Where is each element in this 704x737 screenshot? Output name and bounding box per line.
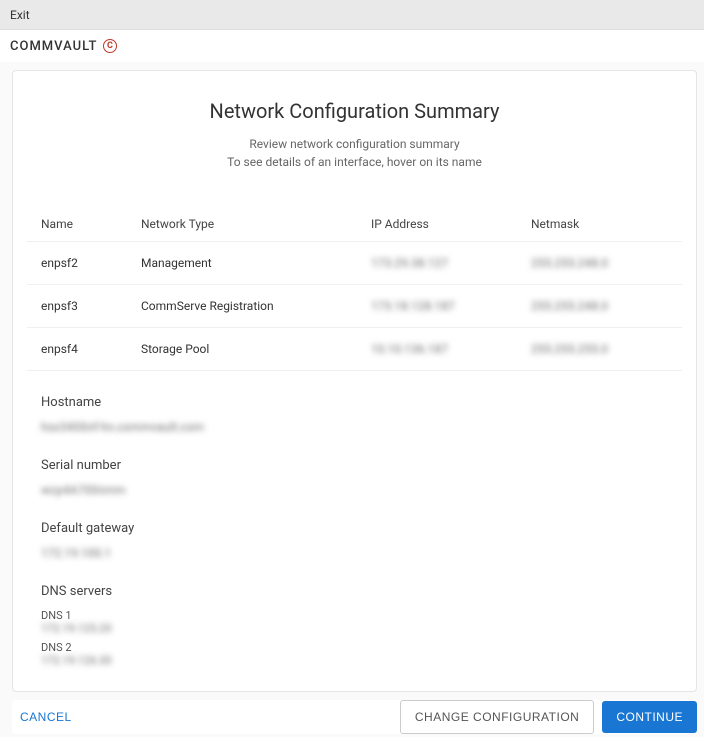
cell-netmask: 255.255.255.0: [531, 342, 680, 356]
page-title: Network Configuration Summary: [27, 99, 682, 123]
col-ip: IP Address: [371, 217, 531, 231]
gateway-value: 172.19.100.1: [27, 546, 682, 560]
footer-right: Change Configuration Continue: [400, 700, 697, 734]
table-row[interactable]: enpsf3 CommServe Registration 173.18.128…: [27, 284, 682, 327]
cancel-button[interactable]: Cancel: [12, 701, 86, 733]
brand-name: COMMVAULT: [10, 39, 97, 54]
col-name: Name: [41, 217, 141, 231]
gateway-label: Default gateway: [27, 521, 682, 536]
serial-value: wcp4A700nmm: [27, 483, 682, 497]
window-topbar: Exit: [0, 0, 704, 30]
cell-type: Management: [141, 256, 371, 270]
cell-ip: 173.29.38.127: [371, 256, 531, 270]
table-header: Name Network Type IP Address Netmask: [27, 203, 682, 241]
dns-label: DNS servers: [27, 584, 682, 599]
brand-bar: COMMVAULT C: [0, 30, 704, 62]
cell-name: enpsf2: [41, 256, 141, 270]
serial-label: Serial number: [27, 458, 682, 473]
change-config-button[interactable]: Change Configuration: [400, 700, 594, 734]
summary-card: Network Configuration Summary Review net…: [12, 70, 697, 692]
brand-icon: C: [103, 39, 117, 53]
table-row[interactable]: enpsf2 Management 173.29.38.127 255.255.…: [27, 241, 682, 284]
subtitle-line1: Review network configuration summary: [249, 137, 459, 151]
exit-link[interactable]: Exit: [4, 4, 36, 26]
subtitle-line2: To see details of an interface, hover on…: [227, 155, 482, 169]
cell-type: Storage Pool: [141, 342, 371, 356]
hostname-label: Hostname: [27, 395, 682, 410]
cell-name: enpsf3: [41, 299, 141, 313]
cell-ip: 10.10.136.187: [371, 342, 531, 356]
dns1-label: DNS 1: [27, 609, 682, 622]
network-table: Name Network Type IP Address Netmask enp…: [27, 203, 682, 371]
dns2-label: DNS 2: [27, 641, 682, 654]
col-netmask: Netmask: [531, 217, 680, 231]
page-subtitle: Review network configuration summary To …: [27, 135, 682, 171]
table-row[interactable]: enpsf4 Storage Pool 10.10.136.187 255.25…: [27, 327, 682, 371]
footer-bar: Cancel Change Configuration Continue: [12, 700, 697, 734]
hostname-value: hsx3400nf-hn.commvault.com: [27, 420, 682, 434]
brand-logo: COMMVAULT C: [10, 39, 117, 54]
cell-netmask: 255.255.248.0: [531, 299, 680, 313]
dns1-value: 172.19.125.20: [27, 622, 682, 635]
cell-type: CommServe Registration: [141, 299, 371, 313]
col-type: Network Type: [141, 217, 371, 231]
dns2-value: 172.19.126.30: [27, 654, 682, 667]
cell-ip: 173.18.128.187: [371, 299, 531, 313]
continue-button[interactable]: Continue: [602, 701, 697, 733]
cell-netmask: 255.255.248.0: [531, 256, 680, 270]
cell-name: enpsf4: [41, 342, 141, 356]
